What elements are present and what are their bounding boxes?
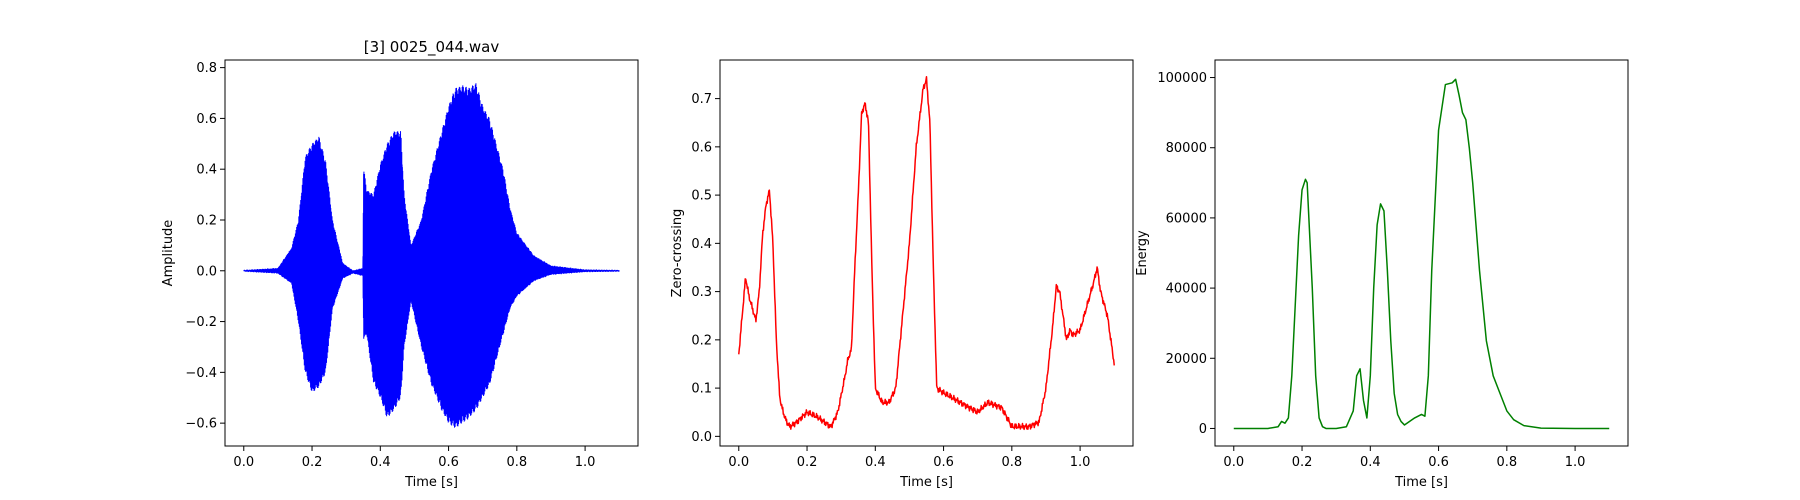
waveform-y-tick-label: −0.6 xyxy=(185,417,217,432)
waveform-panel: 0.0 0.2 0.4 0.6 0.8 1.0 −0.6 −0.4 −0.2 0.0 0.2 0.4… xyxy=(161,38,639,490)
waveform-y-axis-label: Amplitude xyxy=(161,220,176,287)
zero-crossing-line xyxy=(738,75,1115,431)
zero-crossing-y-tick-label: 0.5 xyxy=(691,189,712,204)
energy-x-tick-label: 0.8 xyxy=(1496,455,1517,470)
zero-crossing-y-tick-label: 0.1 xyxy=(691,382,712,397)
waveform-y-ticks: −0.6 −0.4 −0.2 0.0 0.2 0.4 0.6 0.8 xyxy=(185,61,225,432)
zero-crossing-y-axis-label: Zero-crossing xyxy=(670,209,685,298)
energy-y-tick-label: 20000 xyxy=(1166,352,1207,367)
waveform-x-tick-label: 0.6 xyxy=(438,455,459,470)
zero-crossing-x-tick-label: 0.2 xyxy=(797,455,818,470)
zero-crossing-series-path xyxy=(738,75,1115,431)
waveform-x-axis-label: Time [s] xyxy=(404,475,458,490)
waveform-x-tick-label: 0.0 xyxy=(233,455,254,470)
waveform-y-tick-label: 0.0 xyxy=(196,264,217,279)
energy-x-tick-label: 0.0 xyxy=(1223,455,1244,470)
energy-x-tick-label: 0.6 xyxy=(1428,455,1449,470)
zero-crossing-x-tick-label: 0.8 xyxy=(1001,455,1022,470)
energy-y-axis-label: Energy xyxy=(1135,230,1150,276)
energy-x-tick-label: 1.0 xyxy=(1565,455,1586,470)
energy-y-tick-label: 60000 xyxy=(1166,211,1207,226)
energy-y-tick-label: 0 xyxy=(1199,422,1207,437)
waveform-y-tick-label: 0.8 xyxy=(196,61,217,76)
energy-x-axis-label: Time [s] xyxy=(1394,475,1448,490)
energy-x-tick-label: 0.4 xyxy=(1360,455,1381,470)
energy-axes-frame xyxy=(1214,59,1629,447)
energy-y-tick-label: 80000 xyxy=(1166,141,1207,156)
energy-y-ticks: 0 20000 40000 60000 80000 100000 xyxy=(1157,71,1215,437)
zero-crossing-y-tick-label: 0.4 xyxy=(691,237,712,252)
zero-crossing-x-tick-label: 1.0 xyxy=(1070,455,1091,470)
waveform-y-tick-label: 0.2 xyxy=(196,213,217,228)
waveform-y-tick-label: −0.4 xyxy=(185,366,217,381)
zero-crossing-x-ticks: 0.0 0.2 0.4 0.6 0.8 1.0 xyxy=(728,446,1090,470)
energy-line xyxy=(1233,78,1610,430)
zero-crossing-y-tick-label: 0.3 xyxy=(691,285,712,300)
zero-crossing-y-tick-label: 0.2 xyxy=(691,333,712,348)
energy-y-tick-label: 100000 xyxy=(1157,71,1207,86)
waveform-title: [3] 0025_044.wav xyxy=(364,38,500,57)
zero-crossing-y-tick-label: 0.6 xyxy=(691,140,712,155)
waveform-signal xyxy=(243,83,620,428)
energy-panel: 0.0 0.2 0.4 0.6 0.8 1.0 0 20000 40000 60000 80000… xyxy=(1135,59,1629,490)
zero-crossing-x-axis-label: Time [s] xyxy=(899,475,953,490)
waveform-y-tick-label: 0.4 xyxy=(196,163,217,178)
zero-crossing-panel: 0.0 0.2 0.4 0.6 0.8 1.0 0.0 0.1 0.2 0.3 0.4 0.5 0.6… xyxy=(670,59,1134,490)
waveform-y-tick-label: −0.2 xyxy=(185,315,217,330)
zero-crossing-y-tick-label: 0.7 xyxy=(691,92,712,107)
zero-crossing-y-tick-label: 0.0 xyxy=(691,430,712,445)
energy-y-tick-label: 40000 xyxy=(1166,282,1207,297)
zero-crossing-x-tick-label: 0.0 xyxy=(728,455,749,470)
energy-x-tick-label: 0.2 xyxy=(1292,455,1313,470)
zero-crossing-y-ticks: 0.0 0.1 0.2 0.3 0.4 0.5 0.6 0.7 xyxy=(691,92,720,445)
waveform-y-tick-label: 0.6 xyxy=(196,112,217,127)
waveform-x-tick-label: 1.0 xyxy=(575,455,596,470)
energy-series-path xyxy=(1233,78,1610,430)
waveform-x-tick-label: 0.2 xyxy=(302,455,323,470)
waveform-x-tick-label: 0.8 xyxy=(506,455,527,470)
zero-crossing-x-tick-label: 0.4 xyxy=(865,455,886,470)
waveform-x-tick-label: 0.4 xyxy=(370,455,391,470)
zero-crossing-x-tick-label: 0.6 xyxy=(933,455,954,470)
waveform-axes-frame xyxy=(224,59,639,447)
energy-x-ticks: 0.0 0.2 0.4 0.6 0.8 1.0 xyxy=(1223,446,1585,470)
zero-crossing-axes-frame xyxy=(719,59,1134,447)
waveform-x-ticks: 0.0 0.2 0.4 0.6 0.8 1.0 xyxy=(233,446,595,470)
waveform-signal-path xyxy=(243,83,620,428)
